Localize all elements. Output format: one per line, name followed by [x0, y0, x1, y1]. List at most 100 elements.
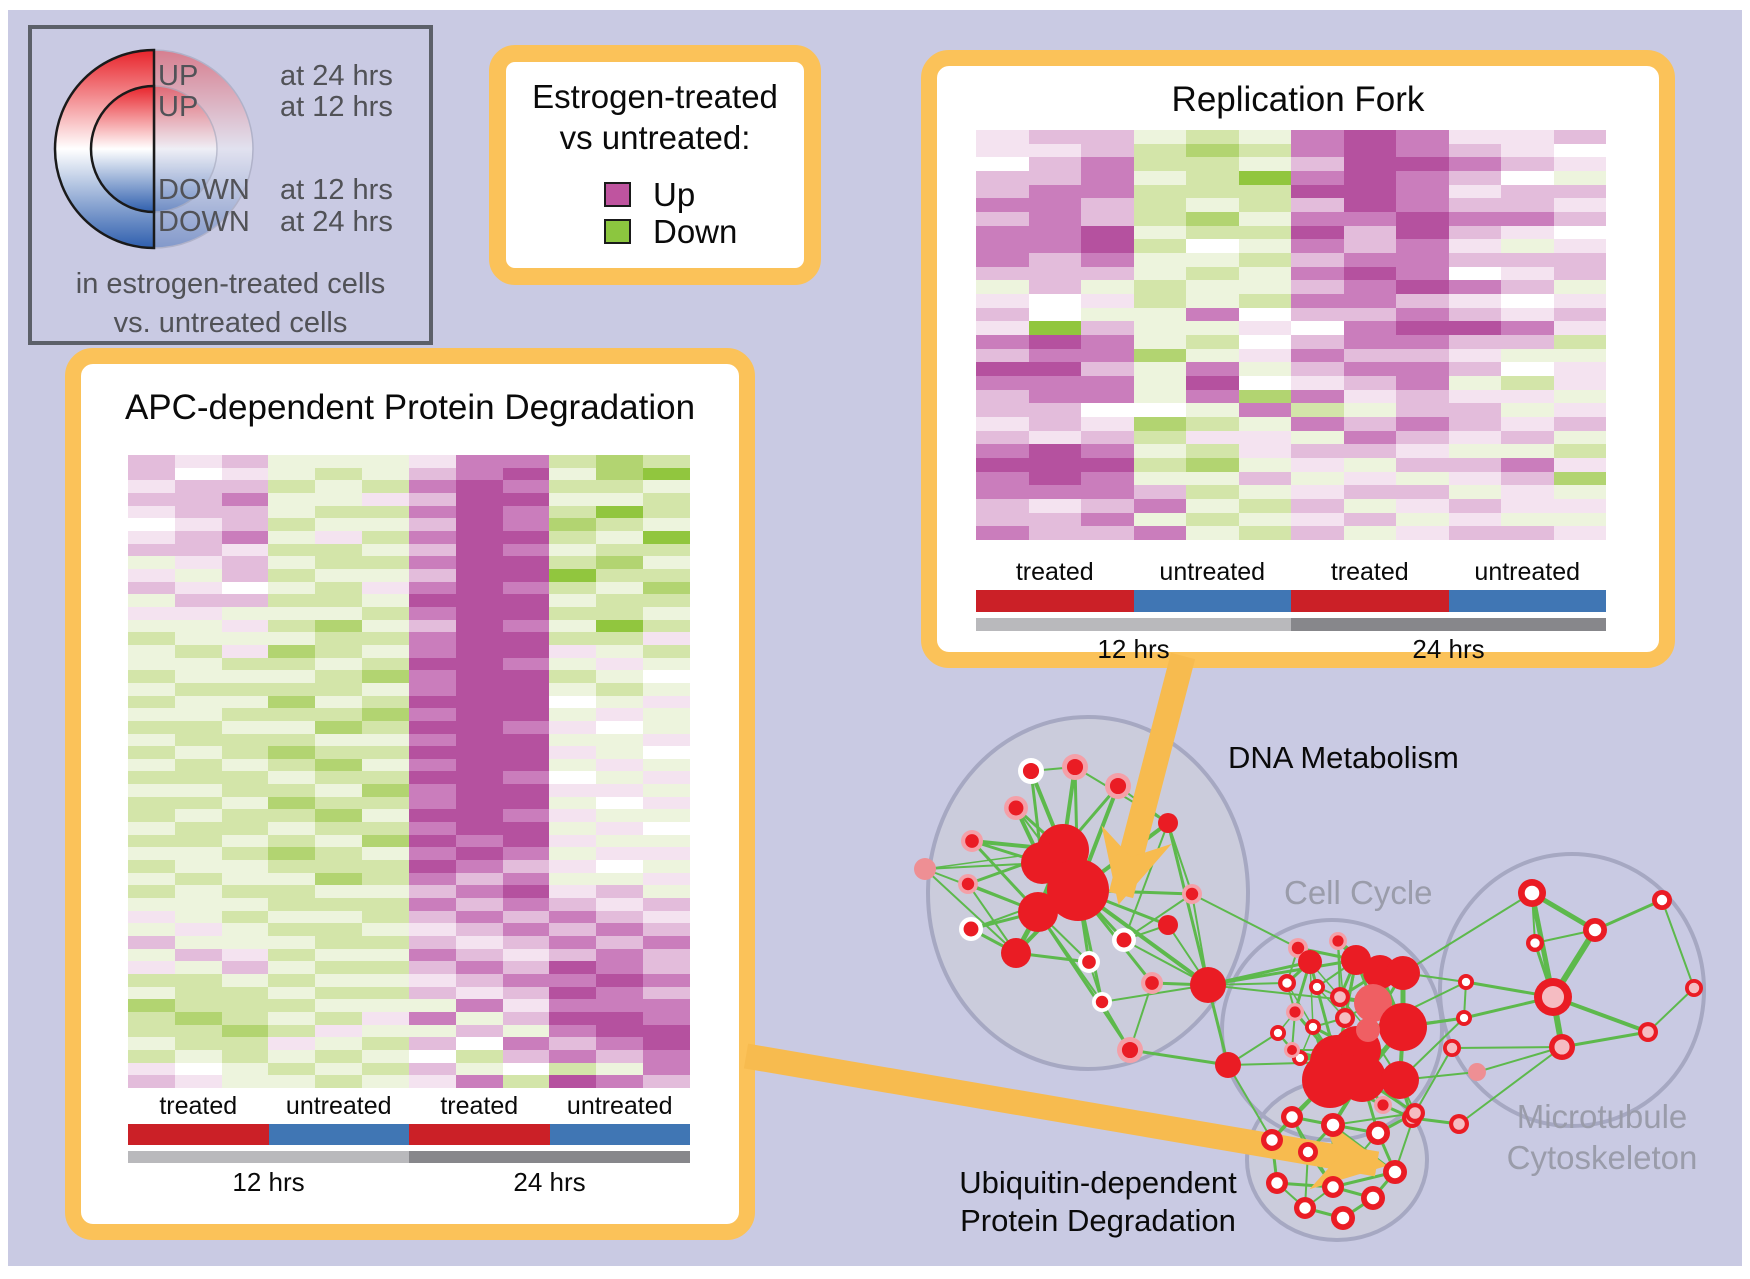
heatmap-cell [455, 948, 503, 962]
heatmap-cell [976, 280, 1029, 294]
heatmap-cell [128, 898, 175, 911]
heatmap-cell [408, 834, 456, 848]
heatmap-cell [408, 860, 456, 873]
heatmap-cell [1291, 458, 1344, 472]
heatmap-cell [549, 1062, 597, 1076]
heatmap-cell [362, 784, 409, 797]
network-edge [1594, 898, 1663, 932]
heatmap-cell [1238, 130, 1291, 144]
network-node-core [1273, 1028, 1283, 1038]
heatmap-cell [1081, 130, 1134, 144]
heatmap-cell [1396, 430, 1449, 445]
heatmap-cell [315, 505, 363, 519]
heatmap-cell [502, 860, 550, 873]
heatmap-cell [596, 606, 644, 620]
heatmap-cell [128, 467, 175, 481]
heatmap-cell [408, 999, 456, 1013]
heatmap-cell [268, 644, 316, 658]
heatmap-cell [549, 910, 597, 924]
heatmap-cell [408, 847, 456, 861]
heatmap-cell [643, 606, 690, 620]
heatmap-cell [502, 530, 550, 544]
heatmap-cell [1133, 198, 1186, 212]
heatmap-cell [315, 530, 363, 544]
heatmap-cell [221, 796, 269, 810]
heatmap-cell [1238, 376, 1291, 390]
heatmap-cell [1081, 348, 1134, 363]
legend-swatch [604, 182, 631, 207]
network-node-core [1656, 894, 1668, 906]
heatmap-cell [549, 860, 597, 873]
heatmap-cell [1448, 294, 1501, 308]
heatmap-cell [315, 619, 363, 633]
heatmap-cell [315, 961, 363, 975]
heatmap-cell [455, 898, 503, 911]
heatmap-cell [1133, 512, 1186, 527]
heatmap-cell [1238, 143, 1291, 158]
heatmap-cell [502, 467, 550, 481]
network-node-core [1377, 1099, 1389, 1111]
heatmap-cell [1028, 280, 1081, 294]
heatmap-cell [549, 999, 597, 1013]
heatmap-cell [1186, 499, 1239, 513]
heatmap-cell [455, 480, 503, 493]
heatmap-cell [268, 632, 316, 645]
heatmap-cell [174, 771, 222, 785]
heatmap-cell [221, 961, 269, 975]
heatmap-cell [1448, 321, 1501, 335]
heatmap-cell [408, 809, 456, 823]
heatmap-cell [1448, 499, 1501, 513]
heatmap-cell [549, 492, 597, 506]
heatmap-cell [1186, 184, 1239, 199]
heatmap-cell [1238, 280, 1291, 294]
heatmap-cell [1553, 512, 1606, 527]
heatmap-cell [1238, 198, 1291, 212]
heatmap-cell [1291, 143, 1344, 158]
heatmap-cell [1396, 444, 1449, 458]
heatmap-cell [1501, 212, 1554, 226]
network-edge [1451, 1046, 1563, 1049]
heatmap-cell [1186, 171, 1239, 185]
heatmap-cell [455, 632, 503, 645]
heatmap-cell [315, 1037, 363, 1051]
heatmap-cell [408, 910, 456, 924]
heatmap-cell [643, 556, 690, 569]
heatmap-cell [502, 746, 550, 759]
heatmap-cell [1186, 526, 1239, 540]
heatmap-cell [549, 872, 597, 886]
heatmap-cell [1186, 362, 1239, 376]
heatmap-cell [128, 708, 175, 721]
heatmap-cell [1081, 403, 1134, 417]
microtubule-cytoskeleton-label: Microtubule Cytoskeleton [1470, 1096, 1734, 1178]
heatmap-cell [1396, 307, 1449, 322]
heatmap-cell [502, 492, 550, 506]
replication-time-labels: 12 hrs 24 hrs [976, 634, 1606, 664]
network-node-core [1082, 955, 1096, 969]
heatmap-cell [1081, 157, 1134, 171]
heatmap-cell [408, 568, 456, 582]
heatmap-cell [455, 936, 503, 949]
heatmap-cell [408, 961, 456, 975]
heatmap-cell [1343, 225, 1396, 240]
condition-bar [1291, 590, 1449, 612]
heatmap-cell [549, 606, 597, 620]
heatmap-cell [1396, 171, 1449, 185]
network-node-core [1461, 977, 1471, 987]
heatmap-cell [362, 556, 409, 569]
heatmap-cell [1133, 143, 1186, 158]
heatmap-cell [315, 898, 363, 911]
heatmap-cell [268, 936, 316, 949]
heatmap-cell [315, 860, 363, 873]
heatmap-cell [596, 898, 644, 911]
heatmap-cell [174, 961, 222, 975]
heatmap-cell [643, 619, 690, 633]
heatmap-cell [362, 708, 409, 721]
heatmap-cell [128, 1062, 175, 1076]
heatmap-cell [1081, 253, 1134, 267]
heatmap-cell [221, 657, 269, 671]
heatmap-cell [1291, 307, 1344, 322]
heatmap-cell [1343, 212, 1396, 226]
heatmap-cell [1553, 294, 1606, 308]
heatmap-cell [174, 834, 222, 848]
apc-degradation-heatmap [128, 455, 690, 1088]
